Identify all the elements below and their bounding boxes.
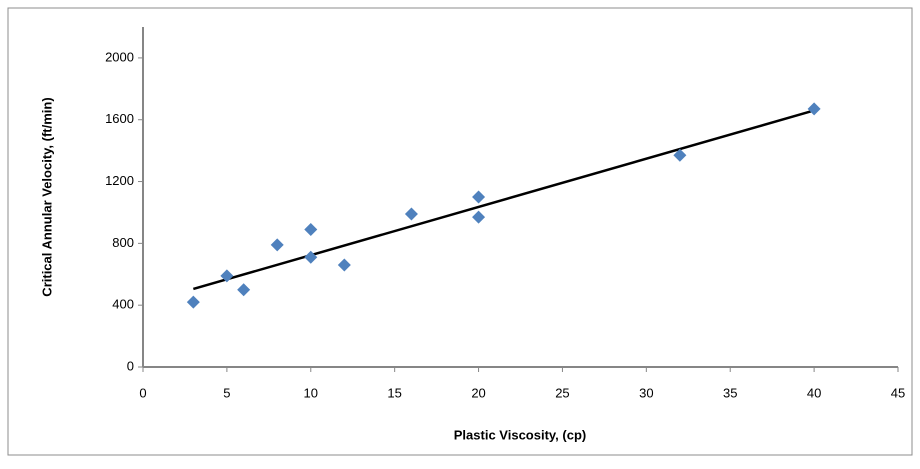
point bbox=[304, 222, 318, 236]
x-tick-label: 35 bbox=[723, 385, 737, 400]
x-tick-label: 30 bbox=[639, 385, 653, 400]
y-tick-label: 2000 bbox=[105, 49, 134, 64]
y-tick-label: 1600 bbox=[105, 111, 134, 126]
x-tick-label: 10 bbox=[304, 385, 318, 400]
point bbox=[186, 295, 200, 309]
point bbox=[220, 269, 234, 283]
x-tick-label: 15 bbox=[387, 385, 401, 400]
x-tick-label: 25 bbox=[555, 385, 569, 400]
chart-border bbox=[7, 7, 913, 456]
x-tick-label: 45 bbox=[891, 385, 905, 400]
x-axis-title: Plastic Viscosity, (cp) bbox=[454, 427, 586, 442]
point bbox=[304, 250, 318, 264]
y-tick-label: 0 bbox=[127, 358, 134, 373]
point bbox=[237, 283, 251, 297]
point bbox=[337, 258, 351, 272]
point bbox=[472, 210, 486, 224]
point bbox=[472, 190, 486, 204]
point bbox=[673, 148, 687, 162]
x-tick-label: 20 bbox=[471, 385, 485, 400]
x-tick-label: 5 bbox=[223, 385, 230, 400]
trendline bbox=[192, 109, 815, 291]
point bbox=[404, 207, 418, 221]
y-tick-label: 800 bbox=[112, 235, 134, 250]
y-axis-title: Critical Annular Velocity, (ft/min) bbox=[39, 97, 54, 296]
point bbox=[807, 102, 821, 116]
x-tick-label: 0 bbox=[139, 385, 146, 400]
y-tick-label: 1200 bbox=[105, 173, 134, 188]
x-tick-label: 40 bbox=[807, 385, 821, 400]
y-tick-label: 400 bbox=[112, 297, 134, 312]
point bbox=[270, 238, 284, 252]
